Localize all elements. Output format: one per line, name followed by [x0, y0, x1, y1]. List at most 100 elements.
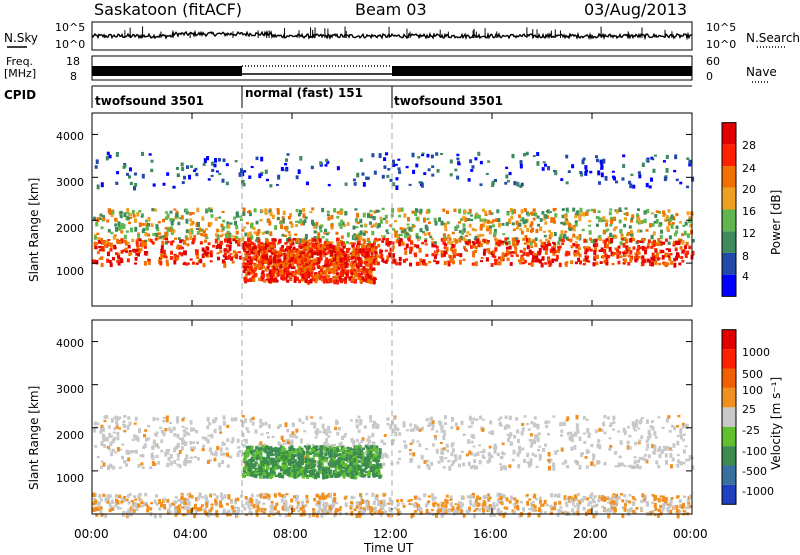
- power-echo: [302, 208, 305, 212]
- power-echo: [146, 226, 149, 230]
- power-echo: [676, 179, 679, 182]
- power-echo: [363, 232, 366, 236]
- velocity-echo: [144, 429, 147, 432]
- power-echo: [461, 231, 464, 235]
- power-echo: [387, 168, 390, 171]
- velocity-echo: [247, 430, 250, 433]
- velocity-echo: [473, 459, 476, 463]
- velocity-echo: [382, 463, 385, 466]
- power-echo: [506, 212, 509, 215]
- velocity-echo: [641, 417, 644, 419]
- power-echo: [344, 211, 347, 214]
- velocity-echo: [593, 464, 596, 467]
- velocity-echo: [322, 471, 325, 475]
- velocity-echo: [360, 440, 363, 443]
- velocity-echo: [655, 436, 658, 439]
- velocity-echo: [142, 446, 145, 449]
- velocity-echo: [341, 470, 344, 472]
- power-echo: [675, 256, 678, 261]
- power-echo: [431, 174, 434, 177]
- power-echo: [243, 263, 246, 265]
- power-echo: [678, 241, 681, 246]
- power-echo: [379, 153, 382, 158]
- power-echo: [467, 212, 470, 214]
- velocity-echo: [597, 461, 600, 464]
- velocity-echo: [299, 449, 302, 453]
- power-echo: [464, 238, 467, 241]
- velocity-echo: [586, 497, 589, 500]
- power-echo: [521, 183, 524, 187]
- velocity-echo: [550, 493, 553, 497]
- power-echo: [613, 235, 616, 237]
- velocity-echo: [191, 449, 194, 451]
- velocity-echo: [469, 416, 472, 421]
- velocity-echo: [182, 426, 185, 428]
- velocity-echo: [115, 416, 118, 421]
- velocity-echo: [423, 460, 426, 464]
- power-echo: [120, 230, 123, 233]
- velocity-echo: [545, 425, 548, 428]
- power-echo: [246, 222, 249, 225]
- velocity-echo: [666, 418, 669, 422]
- velocity-echo: [393, 417, 396, 420]
- power-echo: [637, 240, 640, 243]
- power-echo: [277, 274, 280, 276]
- power-echo: [560, 178, 563, 181]
- power-echo: [510, 262, 513, 266]
- velocity-echo: [251, 456, 254, 459]
- power-echo: [118, 221, 121, 226]
- power-echo: [532, 209, 535, 211]
- power-echo: [675, 230, 678, 234]
- velocity-echo: [335, 463, 338, 466]
- velocity-echo: [683, 495, 686, 498]
- velocity-echo: [222, 452, 225, 455]
- power-echo: [647, 246, 650, 249]
- velocity-echo: [398, 450, 401, 453]
- velocity-echo: [340, 457, 343, 460]
- velocity-echo: [117, 447, 120, 451]
- power-echo: [434, 245, 437, 248]
- power-echo: [571, 164, 574, 168]
- power-echo: [480, 260, 483, 262]
- velocity-echo: [518, 446, 521, 450]
- power-echo: [226, 182, 229, 186]
- velocity-echo: [286, 469, 289, 473]
- power-echo: [544, 164, 547, 167]
- power-echo: [419, 248, 422, 253]
- power-echo: [446, 210, 449, 214]
- power-echo: [504, 182, 507, 185]
- power-echo: [510, 255, 513, 257]
- power-echo: [264, 260, 267, 264]
- power-echo: [201, 216, 204, 220]
- velocity-echo: [384, 434, 387, 437]
- velocity-echo: [246, 427, 249, 430]
- velocity-echo: [260, 458, 263, 460]
- velocity-echo: [403, 440, 406, 442]
- power-echo: [425, 243, 428, 246]
- power-echo: [520, 164, 523, 169]
- velocity-echo: [663, 446, 666, 448]
- power-echo: [173, 209, 176, 211]
- velocity-echo: [291, 455, 294, 458]
- power-echo: [300, 223, 303, 226]
- power-echo: [454, 169, 457, 172]
- velocity-echo: [362, 469, 365, 473]
- power-echo: [227, 239, 230, 244]
- power-echo: [417, 156, 420, 158]
- velocity-echo: [110, 451, 113, 456]
- power-echo: [106, 259, 109, 263]
- power-echo: [238, 251, 241, 253]
- power-echo: [147, 223, 150, 227]
- velocity-echo: [617, 430, 620, 432]
- power-echo: [186, 243, 189, 246]
- power-echo: [105, 244, 108, 247]
- velocity-echo: [384, 453, 387, 458]
- power-echo: [513, 209, 516, 214]
- power-echo: [371, 153, 374, 157]
- power-echo: [548, 243, 551, 246]
- velocity-echo: [255, 429, 258, 433]
- power-echo: [357, 263, 360, 266]
- power-echo: [324, 270, 327, 274]
- power-echo: [291, 262, 294, 266]
- velocity-echo: [103, 420, 106, 422]
